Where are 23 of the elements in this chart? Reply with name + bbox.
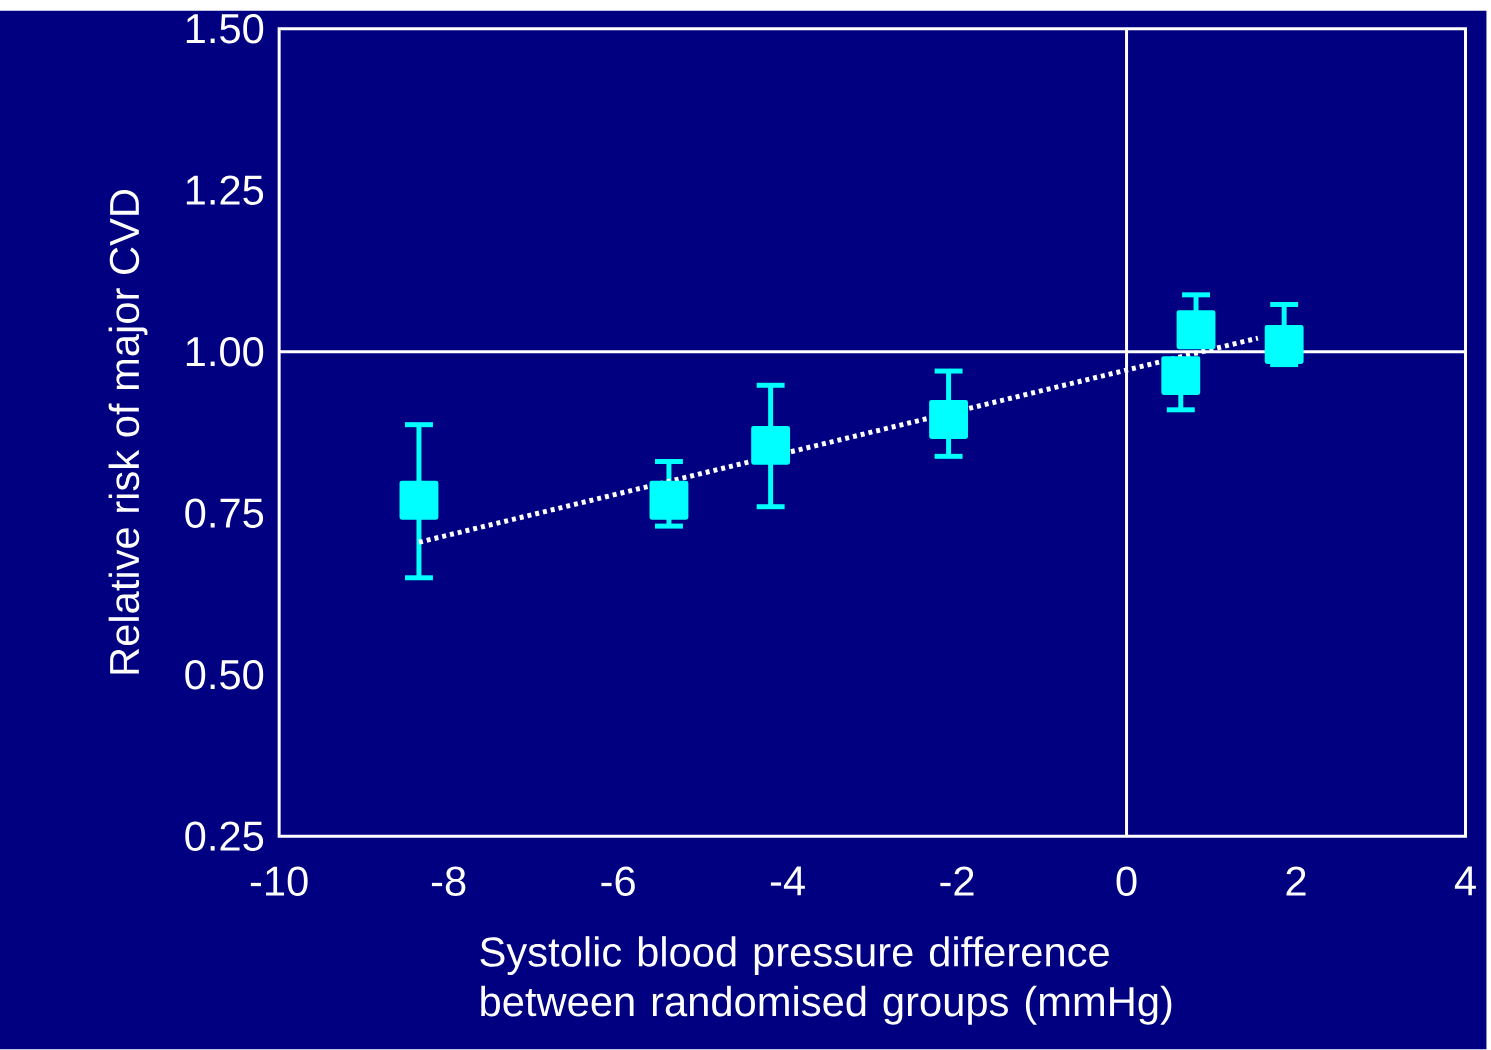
- x-tick-label: 4: [1454, 866, 1476, 896]
- x-tick-label: 2: [1286, 866, 1306, 896]
- y-tick-label: 1.50: [186, 14, 264, 44]
- point: [929, 400, 969, 440]
- point: [399, 481, 439, 520]
- y-tick-label: 1.00: [186, 337, 264, 367]
- point: [751, 426, 791, 466]
- y-tick-label: 0.50: [185, 660, 264, 690]
- x-tick-label: -4: [770, 866, 805, 896]
- x-tick-label: -6: [601, 866, 635, 897]
- y-tick-label: 1.25: [186, 175, 264, 206]
- point: [1176, 310, 1216, 350]
- y-tick-label: 0.75: [185, 498, 264, 529]
- x-tick-label: 0: [1116, 866, 1137, 897]
- point: [1264, 325, 1304, 365]
- point: [1161, 356, 1201, 396]
- x-tick-label: -2: [940, 866, 974, 896]
- y-tick-label: 0.25: [185, 821, 264, 852]
- y-axis-title: Relative risk of major CVD: [108, 190, 148, 674]
- point: [649, 481, 689, 520]
- x-axis-title: Systolic blood pressure difference between randomised groups (mmHg): [480, 936, 1172, 1025]
- x-tick-label: -10: [250, 866, 308, 897]
- x-tick-label: -8: [431, 866, 466, 897]
